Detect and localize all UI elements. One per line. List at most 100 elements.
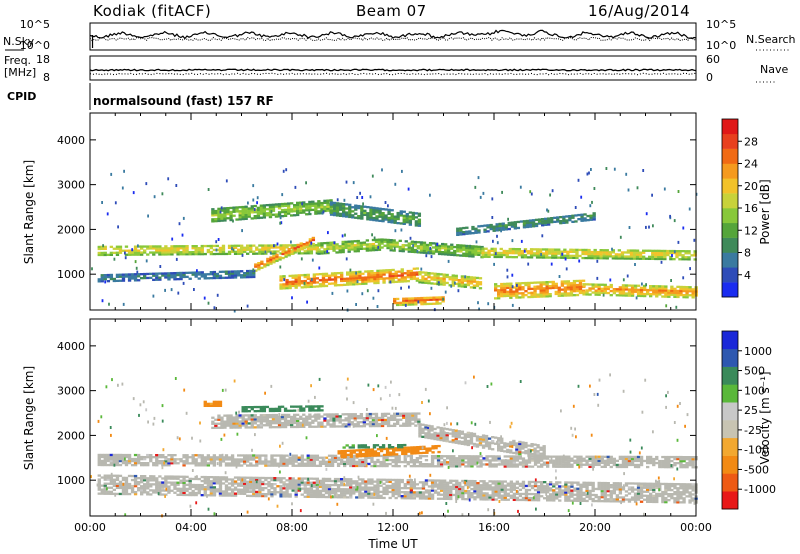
heatmap-cell (249, 484, 253, 488)
heatmap-cell (133, 478, 138, 482)
heatmap-cell (215, 456, 220, 459)
nsky-panel (89, 22, 697, 51)
heatmap-cell (374, 238, 379, 242)
heatmap-cell (215, 240, 218, 244)
heatmap-cell (140, 273, 144, 276)
heatmap-cell (624, 459, 629, 463)
heatmap-cell (511, 256, 516, 259)
heatmap-cell (340, 271, 344, 275)
heatmap-cell (220, 416, 224, 419)
heatmap-cell (214, 220, 218, 223)
heatmap-cell (679, 289, 683, 293)
heatmap-cell (306, 252, 310, 255)
heatmap-cell (135, 266, 138, 270)
heatmap-cell (479, 459, 483, 462)
heatmap-cell (468, 255, 472, 258)
heatmap-cell (294, 491, 298, 494)
heatmap-cell (152, 247, 156, 250)
heatmap-cell (294, 495, 298, 498)
heatmap-cell (197, 251, 201, 254)
heatmap-cell (315, 277, 320, 280)
ytick-label: 3000 (57, 179, 85, 192)
heatmap-cell (127, 251, 132, 254)
heatmap-cell (474, 227, 478, 230)
heatmap-cell (380, 416, 385, 420)
heatmap-cell (220, 209, 224, 212)
heatmap-cell (321, 456, 326, 459)
heatmap-cell (306, 277, 310, 281)
heatmap-cell (655, 287, 659, 290)
heatmap-cell (258, 478, 262, 482)
heatmap-cell (285, 491, 289, 494)
heatmap-cell (284, 255, 288, 258)
heatmap-cell (515, 290, 519, 293)
heatmap-cell (451, 274, 455, 277)
heatmap-cell (545, 285, 549, 288)
heatmap-cell (473, 455, 477, 458)
heatmap-cell (188, 491, 192, 495)
heatmap-cell (221, 494, 226, 497)
heatmap-cell (118, 251, 123, 254)
heatmap-cell (266, 261, 270, 265)
heatmap-cell (494, 492, 498, 495)
heatmap-cell (340, 490, 344, 493)
heatmap-cell (411, 422, 415, 425)
heatmap-cell (461, 491, 465, 495)
heatmap-cell (340, 482, 344, 485)
heatmap-cell (127, 277, 132, 280)
heatmap-cell (383, 420, 388, 424)
heatmap-cell (501, 222, 505, 225)
heatmap-cell (389, 241, 393, 244)
heatmap-cell (252, 478, 256, 482)
heatmap-cell (474, 247, 478, 250)
heatmap-cell (106, 275, 111, 279)
heatmap-cell (377, 242, 382, 245)
heatmap-cell (356, 280, 359, 284)
heatmap-cell (146, 247, 150, 250)
heatmap-cell (571, 214, 575, 217)
heatmap-cell (143, 479, 147, 482)
heatmap-cell (149, 245, 153, 248)
heatmap-cell (226, 420, 230, 423)
heatmap-cell (517, 254, 522, 257)
heatmap-cell (582, 293, 586, 296)
heatmap-cell (412, 275, 417, 278)
heatmap-cell (343, 279, 347, 283)
heatmap-cell (283, 413, 288, 417)
heatmap-cell (630, 292, 635, 295)
heatmap-cell (327, 493, 332, 497)
heatmap-cell (508, 249, 512, 253)
heatmap-cell (233, 482, 238, 485)
heatmap-cell (127, 482, 132, 486)
heatmap-cell (320, 246, 324, 249)
heatmap-cell (412, 273, 417, 276)
heatmap-cell (235, 208, 239, 211)
heatmap-cell (508, 255, 512, 259)
heatmap-cell (494, 484, 498, 487)
heatmap-cell (465, 246, 469, 250)
heatmap-cell (140, 485, 144, 488)
heatmap-cell (527, 461, 532, 464)
heatmap-cell (545, 295, 549, 298)
heatmap-cell (682, 226, 685, 230)
heatmap-cell (594, 463, 598, 467)
heatmap-cell (277, 215, 282, 218)
heatmap-cell (200, 475, 204, 479)
heatmap-cell (333, 496, 338, 499)
heatmap-cell (599, 251, 603, 254)
heatmap-cell (423, 302, 427, 306)
heatmap-cell (415, 459, 420, 462)
heatmap-cell (470, 494, 474, 497)
heatmap-cell (188, 462, 192, 465)
heatmap-cell (444, 245, 448, 248)
heatmap-cell (294, 485, 298, 488)
heatmap-cell (434, 250, 439, 253)
heatmap-cell (394, 496, 398, 500)
heatmap-cell (581, 252, 585, 256)
heatmap-cell (670, 466, 674, 469)
heatmap-cell (416, 245, 421, 248)
heatmap-cell (249, 476, 253, 479)
heatmap-cell (315, 483, 320, 487)
heatmap-cell (206, 494, 211, 497)
heatmap-cell (256, 208, 261, 212)
